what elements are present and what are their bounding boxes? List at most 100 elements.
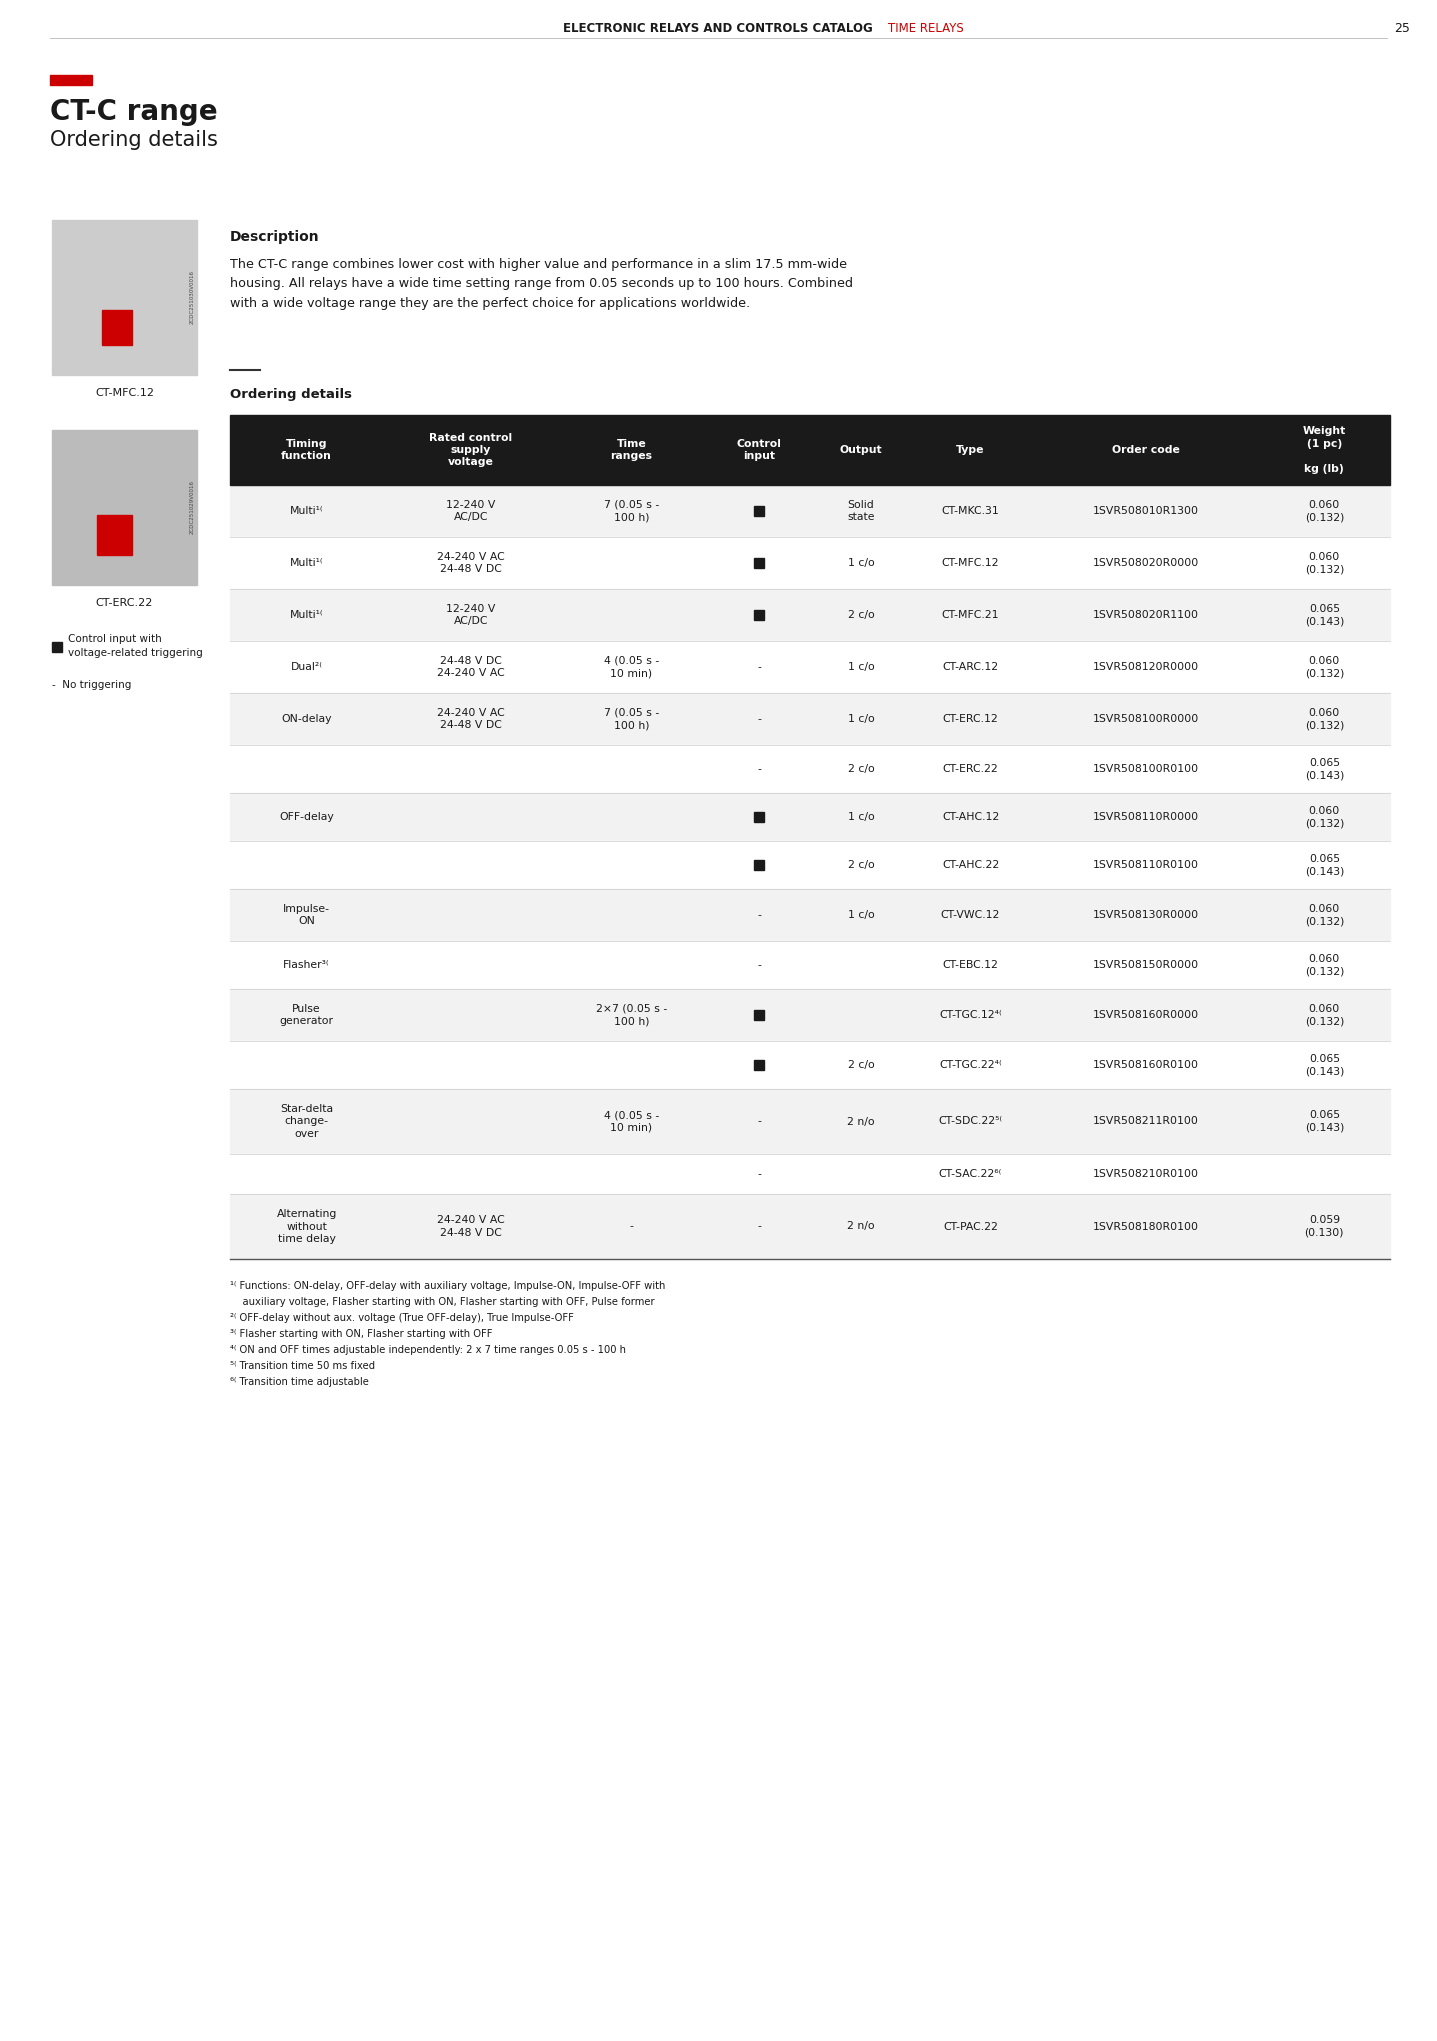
Bar — [98, 514, 132, 555]
Text: CT-MFC.12: CT-MFC.12 — [95, 388, 154, 398]
Text: 4 (0.05 s -
10 min): 4 (0.05 s - 10 min) — [604, 655, 660, 678]
Text: ON-delay: ON-delay — [282, 714, 332, 725]
Text: -: - — [757, 763, 760, 774]
Text: Dual²⁽: Dual²⁽ — [290, 661, 322, 671]
Text: 1SVR508211R0100: 1SVR508211R0100 — [1092, 1116, 1198, 1127]
Text: Ordering details: Ordering details — [230, 388, 352, 400]
Text: CT-ARC.12: CT-ARC.12 — [943, 661, 999, 671]
Text: Ordering details: Ordering details — [50, 131, 218, 149]
Text: 1 c/o: 1 c/o — [848, 910, 875, 920]
Text: Alternating
without
time delay: Alternating without time delay — [276, 1208, 336, 1245]
Text: 0.065
(0.143): 0.065 (0.143) — [1305, 1110, 1344, 1133]
Text: 1SVR508020R0000: 1SVR508020R0000 — [1092, 557, 1198, 567]
Text: 1 c/o: 1 c/o — [848, 714, 875, 725]
Text: Multi¹⁽: Multi¹⁽ — [290, 506, 323, 516]
Text: -  No triggering: - No triggering — [52, 680, 131, 690]
Text: 0.060
(0.132): 0.060 (0.132) — [1305, 655, 1344, 678]
Text: Control
input: Control input — [737, 439, 782, 461]
Bar — [230, 1194, 1390, 1259]
Text: 4 (0.05 s -
10 min): 4 (0.05 s - 10 min) — [604, 1110, 660, 1133]
Text: 2 c/o: 2 c/o — [848, 859, 875, 869]
Text: 0.065
(0.143): 0.065 (0.143) — [1305, 757, 1344, 780]
Text: 2 n/o: 2 n/o — [848, 1221, 875, 1231]
Bar — [230, 990, 1390, 1041]
Text: Timing
function: Timing function — [282, 439, 332, 461]
Text: 1SVR508160R0000: 1SVR508160R0000 — [1092, 1010, 1198, 1020]
Text: 7 (0.05 s -
100 h): 7 (0.05 s - 100 h) — [604, 708, 660, 731]
Text: CT-MFC.21: CT-MFC.21 — [941, 610, 999, 620]
Text: 24-48 V DC
24-240 V AC: 24-48 V DC 24-240 V AC — [437, 655, 504, 678]
Text: 1SVR508120R0000: 1SVR508120R0000 — [1092, 661, 1198, 671]
Text: CT-ERC.22: CT-ERC.22 — [96, 598, 154, 608]
Text: 2 n/o: 2 n/o — [848, 1116, 875, 1127]
Bar — [52, 643, 62, 651]
Text: auxiliary voltage, Flasher starting with ON, Flasher starting with OFF, Pulse fo: auxiliary voltage, Flasher starting with… — [230, 1296, 655, 1306]
Text: 12-240 V
AC/DC: 12-240 V AC/DC — [445, 500, 496, 522]
Bar — [230, 1090, 1390, 1153]
Text: CT-SAC.22⁶⁽: CT-SAC.22⁶⁽ — [938, 1169, 1002, 1180]
Text: 1 c/o: 1 c/o — [848, 661, 875, 671]
Text: CT-SDC.22⁵⁽: CT-SDC.22⁵⁽ — [938, 1116, 1003, 1127]
Bar — [230, 745, 1390, 794]
Bar — [52, 220, 197, 376]
Text: 1SVR508180R0100: 1SVR508180R0100 — [1092, 1221, 1198, 1231]
Text: 25: 25 — [1394, 22, 1410, 35]
Text: 1SVR508130R0000: 1SVR508130R0000 — [1092, 910, 1198, 920]
Bar — [754, 557, 764, 567]
Text: -: - — [757, 661, 760, 671]
Bar — [230, 890, 1390, 941]
Text: Type: Type — [956, 445, 984, 455]
Bar — [230, 486, 1390, 537]
Text: 0.065
(0.143): 0.065 (0.143) — [1305, 853, 1344, 876]
Bar — [230, 1153, 1390, 1194]
Text: 2CDC251029V0016: 2CDC251029V0016 — [190, 480, 194, 535]
Text: -: - — [757, 1169, 760, 1180]
Text: Time
ranges: Time ranges — [611, 439, 652, 461]
Bar — [230, 414, 1390, 486]
Text: CT-EBC.12: CT-EBC.12 — [943, 959, 999, 969]
Text: 0.060
(0.132): 0.060 (0.132) — [1305, 551, 1344, 574]
Text: ²⁽ OFF-delay without aux. voltage (True OFF-delay), True Impulse-OFF: ²⁽ OFF-delay without aux. voltage (True … — [230, 1312, 573, 1323]
Text: 1SVR508150R0000: 1SVR508150R0000 — [1092, 959, 1198, 969]
Text: 1SVR508110R0100: 1SVR508110R0100 — [1092, 859, 1198, 869]
Text: 7 (0.05 s -
100 h): 7 (0.05 s - 100 h) — [604, 500, 660, 522]
Text: -: - — [629, 1221, 634, 1231]
Text: 2 c/o: 2 c/o — [848, 763, 875, 774]
Text: The CT-C range combines lower cost with higher value and performance in a slim 1: The CT-C range combines lower cost with … — [230, 257, 854, 310]
Text: 0.059
(0.130): 0.059 (0.130) — [1305, 1214, 1344, 1239]
Text: CT-TGC.12⁴⁽: CT-TGC.12⁴⁽ — [940, 1010, 1002, 1020]
Text: CT-MFC.12: CT-MFC.12 — [941, 557, 999, 567]
Text: CT-MKC.31: CT-MKC.31 — [941, 506, 999, 516]
Bar — [230, 1041, 1390, 1090]
Text: 1SVR508020R1100: 1SVR508020R1100 — [1092, 610, 1198, 620]
Text: Order code: Order code — [1112, 445, 1180, 455]
Text: 24-240 V AC
24-48 V DC: 24-240 V AC 24-48 V DC — [437, 708, 504, 731]
Text: 1SVR508110R0000: 1SVR508110R0000 — [1092, 812, 1198, 823]
Text: 1 c/o: 1 c/o — [848, 557, 875, 567]
Text: Multi¹⁽: Multi¹⁽ — [290, 557, 323, 567]
Text: Weight
(1 pc)

kg (lb): Weight (1 pc) kg (lb) — [1303, 427, 1346, 474]
Text: 0.060
(0.132): 0.060 (0.132) — [1305, 904, 1344, 927]
Text: -: - — [757, 910, 760, 920]
Text: 1SVR508100R0000: 1SVR508100R0000 — [1092, 714, 1198, 725]
Bar — [230, 641, 1390, 694]
Text: ⁴⁽ ON and OFF times adjustable independently: 2 x 7 time ranges 0.05 s - 100 h: ⁴⁽ ON and OFF times adjustable independe… — [230, 1345, 627, 1355]
Text: ELECTRONIC RELAYS AND CONTROLS CATALOG: ELECTRONIC RELAYS AND CONTROLS CATALOG — [563, 22, 872, 35]
Text: TIME RELAYS: TIME RELAYS — [888, 22, 964, 35]
Text: -: - — [757, 959, 760, 969]
Text: ⁵⁽ Transition time 50 ms fixed: ⁵⁽ Transition time 50 ms fixed — [230, 1361, 375, 1372]
Bar — [230, 590, 1390, 641]
Bar — [754, 610, 764, 620]
Bar — [754, 859, 764, 869]
Text: -: - — [757, 1116, 760, 1127]
Text: 1SVR508100R0100: 1SVR508100R0100 — [1092, 763, 1198, 774]
Text: Pulse
generator: Pulse generator — [280, 1004, 333, 1027]
Text: Flasher³⁽: Flasher³⁽ — [283, 959, 331, 969]
Text: 0.065
(0.143): 0.065 (0.143) — [1305, 604, 1344, 627]
Text: Star-delta
change-
over: Star-delta change- over — [280, 1104, 333, 1139]
Bar — [50, 76, 92, 86]
Text: CT-PAC.22: CT-PAC.22 — [943, 1221, 997, 1231]
Text: ¹⁽ Functions: ON-delay, OFF-delay with auxiliary voltage, Impulse-ON, Impulse-OF: ¹⁽ Functions: ON-delay, OFF-delay with a… — [230, 1282, 665, 1292]
Text: 0.060
(0.132): 0.060 (0.132) — [1305, 1004, 1344, 1027]
Text: CT-AHC.22: CT-AHC.22 — [941, 859, 999, 869]
